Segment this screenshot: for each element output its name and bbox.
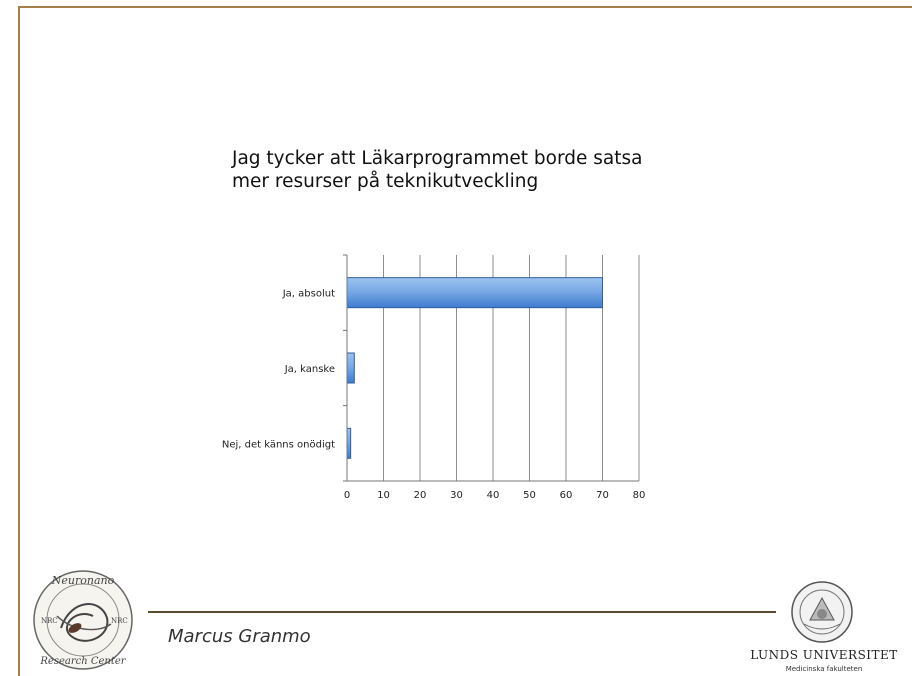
x-tick-label: 10 — [377, 490, 390, 501]
chart-title: Jag tycker att Läkarprogrammet borde sat… — [232, 148, 643, 192]
svg-text:NRC: NRC — [41, 617, 58, 625]
author-name: Marcus Granmo — [168, 626, 311, 647]
university-subtitle: Medicinska fakulteten — [785, 665, 863, 673]
x-tick-label: 20 — [414, 490, 427, 501]
y-category-label: Ja, kanske — [284, 364, 335, 375]
slide-frame-left — [18, 6, 20, 676]
x-tick-label: 60 — [560, 490, 573, 501]
x-tick-label: 50 — [523, 490, 536, 501]
svg-text:Research Center: Research Center — [39, 656, 126, 667]
x-tick-label: 0 — [344, 490, 350, 501]
neuronano-logo: Neuronano Research Center NRC NRC — [33, 570, 133, 670]
svg-text:Neuronano: Neuronano — [51, 574, 115, 587]
x-tick-label: 30 — [450, 490, 463, 501]
bar — [346, 352, 355, 384]
x-tick-label: 70 — [596, 490, 609, 501]
bar — [346, 427, 352, 459]
x-tick-label: 40 — [487, 490, 500, 501]
university-seal — [791, 581, 853, 643]
slide-frame-top — [18, 6, 912, 8]
y-category-label: Ja, absolut — [282, 289, 335, 300]
y-category-label: Nej, det känns onödigt — [222, 439, 335, 450]
bar — [346, 277, 603, 309]
university-name: LUNDS UNIVERSITET — [750, 648, 898, 662]
footer-divider — [148, 611, 776, 613]
x-tick-label: 80 — [633, 490, 646, 501]
svg-text:NRC: NRC — [111, 617, 128, 625]
